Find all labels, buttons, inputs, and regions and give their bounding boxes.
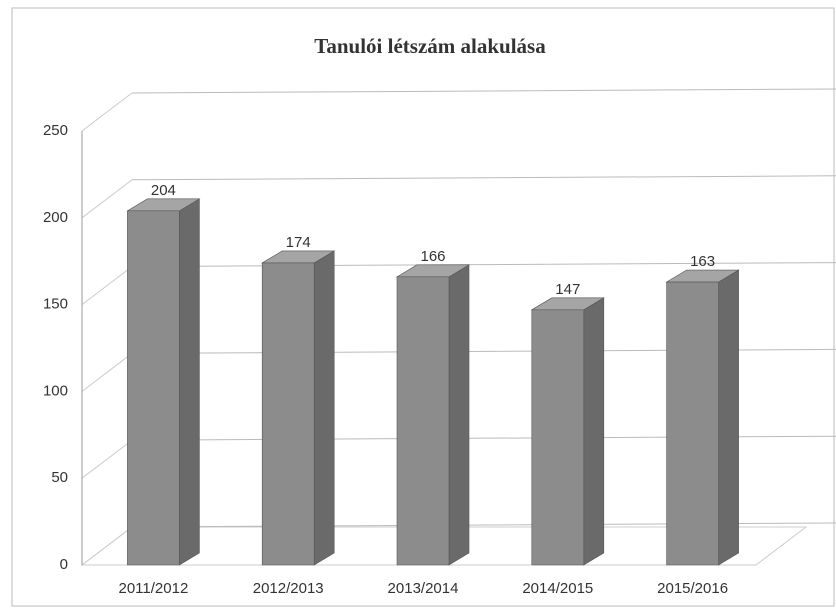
bar-front <box>127 210 180 566</box>
chart-frame <box>11 7 835 607</box>
y-tick-label: 200 <box>43 209 68 226</box>
bar <box>261 250 336 566</box>
data-label: 174 <box>286 234 311 251</box>
grid-line <box>131 88 836 94</box>
y-tick-label: 0 <box>60 556 68 573</box>
bar <box>665 269 740 566</box>
grid-line-side <box>81 92 133 132</box>
data-label: 166 <box>420 248 445 265</box>
y-tick-label: 100 <box>43 382 68 399</box>
y-tick-label: 50 <box>51 469 68 486</box>
grid-line-side <box>81 179 133 219</box>
x-tick-label: 2011/2012 <box>119 580 189 597</box>
bar <box>395 264 471 566</box>
grid-line-side <box>81 439 133 479</box>
x-tick-label: 2014/2015 <box>522 580 593 597</box>
bar-side <box>313 250 335 566</box>
x-tick-label: 2013/2014 <box>388 580 459 597</box>
x-tick-label: 2015/2016 <box>657 580 728 597</box>
bar <box>530 297 605 566</box>
data-label: 147 <box>555 281 580 298</box>
grid-line-side <box>81 353 133 392</box>
y-tick-label: 150 <box>43 296 68 313</box>
y-tick-label: 250 <box>43 122 68 139</box>
data-label: 204 <box>151 182 176 199</box>
grid-line-side <box>81 526 133 566</box>
chart-title: Tanulói létszám alakulása <box>314 34 546 58</box>
x-tick-label: 2012/2013 <box>253 580 324 597</box>
grid-line-side <box>81 266 133 305</box>
bar-side <box>718 269 739 566</box>
grid-line <box>131 262 836 268</box>
bar-front <box>261 262 315 566</box>
bar-side <box>179 198 200 566</box>
bar-front <box>531 309 585 566</box>
bar-front <box>666 281 719 566</box>
bar <box>126 198 201 566</box>
bar-front <box>396 276 450 566</box>
bar-side <box>583 297 605 566</box>
data-label: 163 <box>690 253 715 270</box>
bar-side <box>448 264 470 566</box>
grid-line <box>131 175 836 181</box>
